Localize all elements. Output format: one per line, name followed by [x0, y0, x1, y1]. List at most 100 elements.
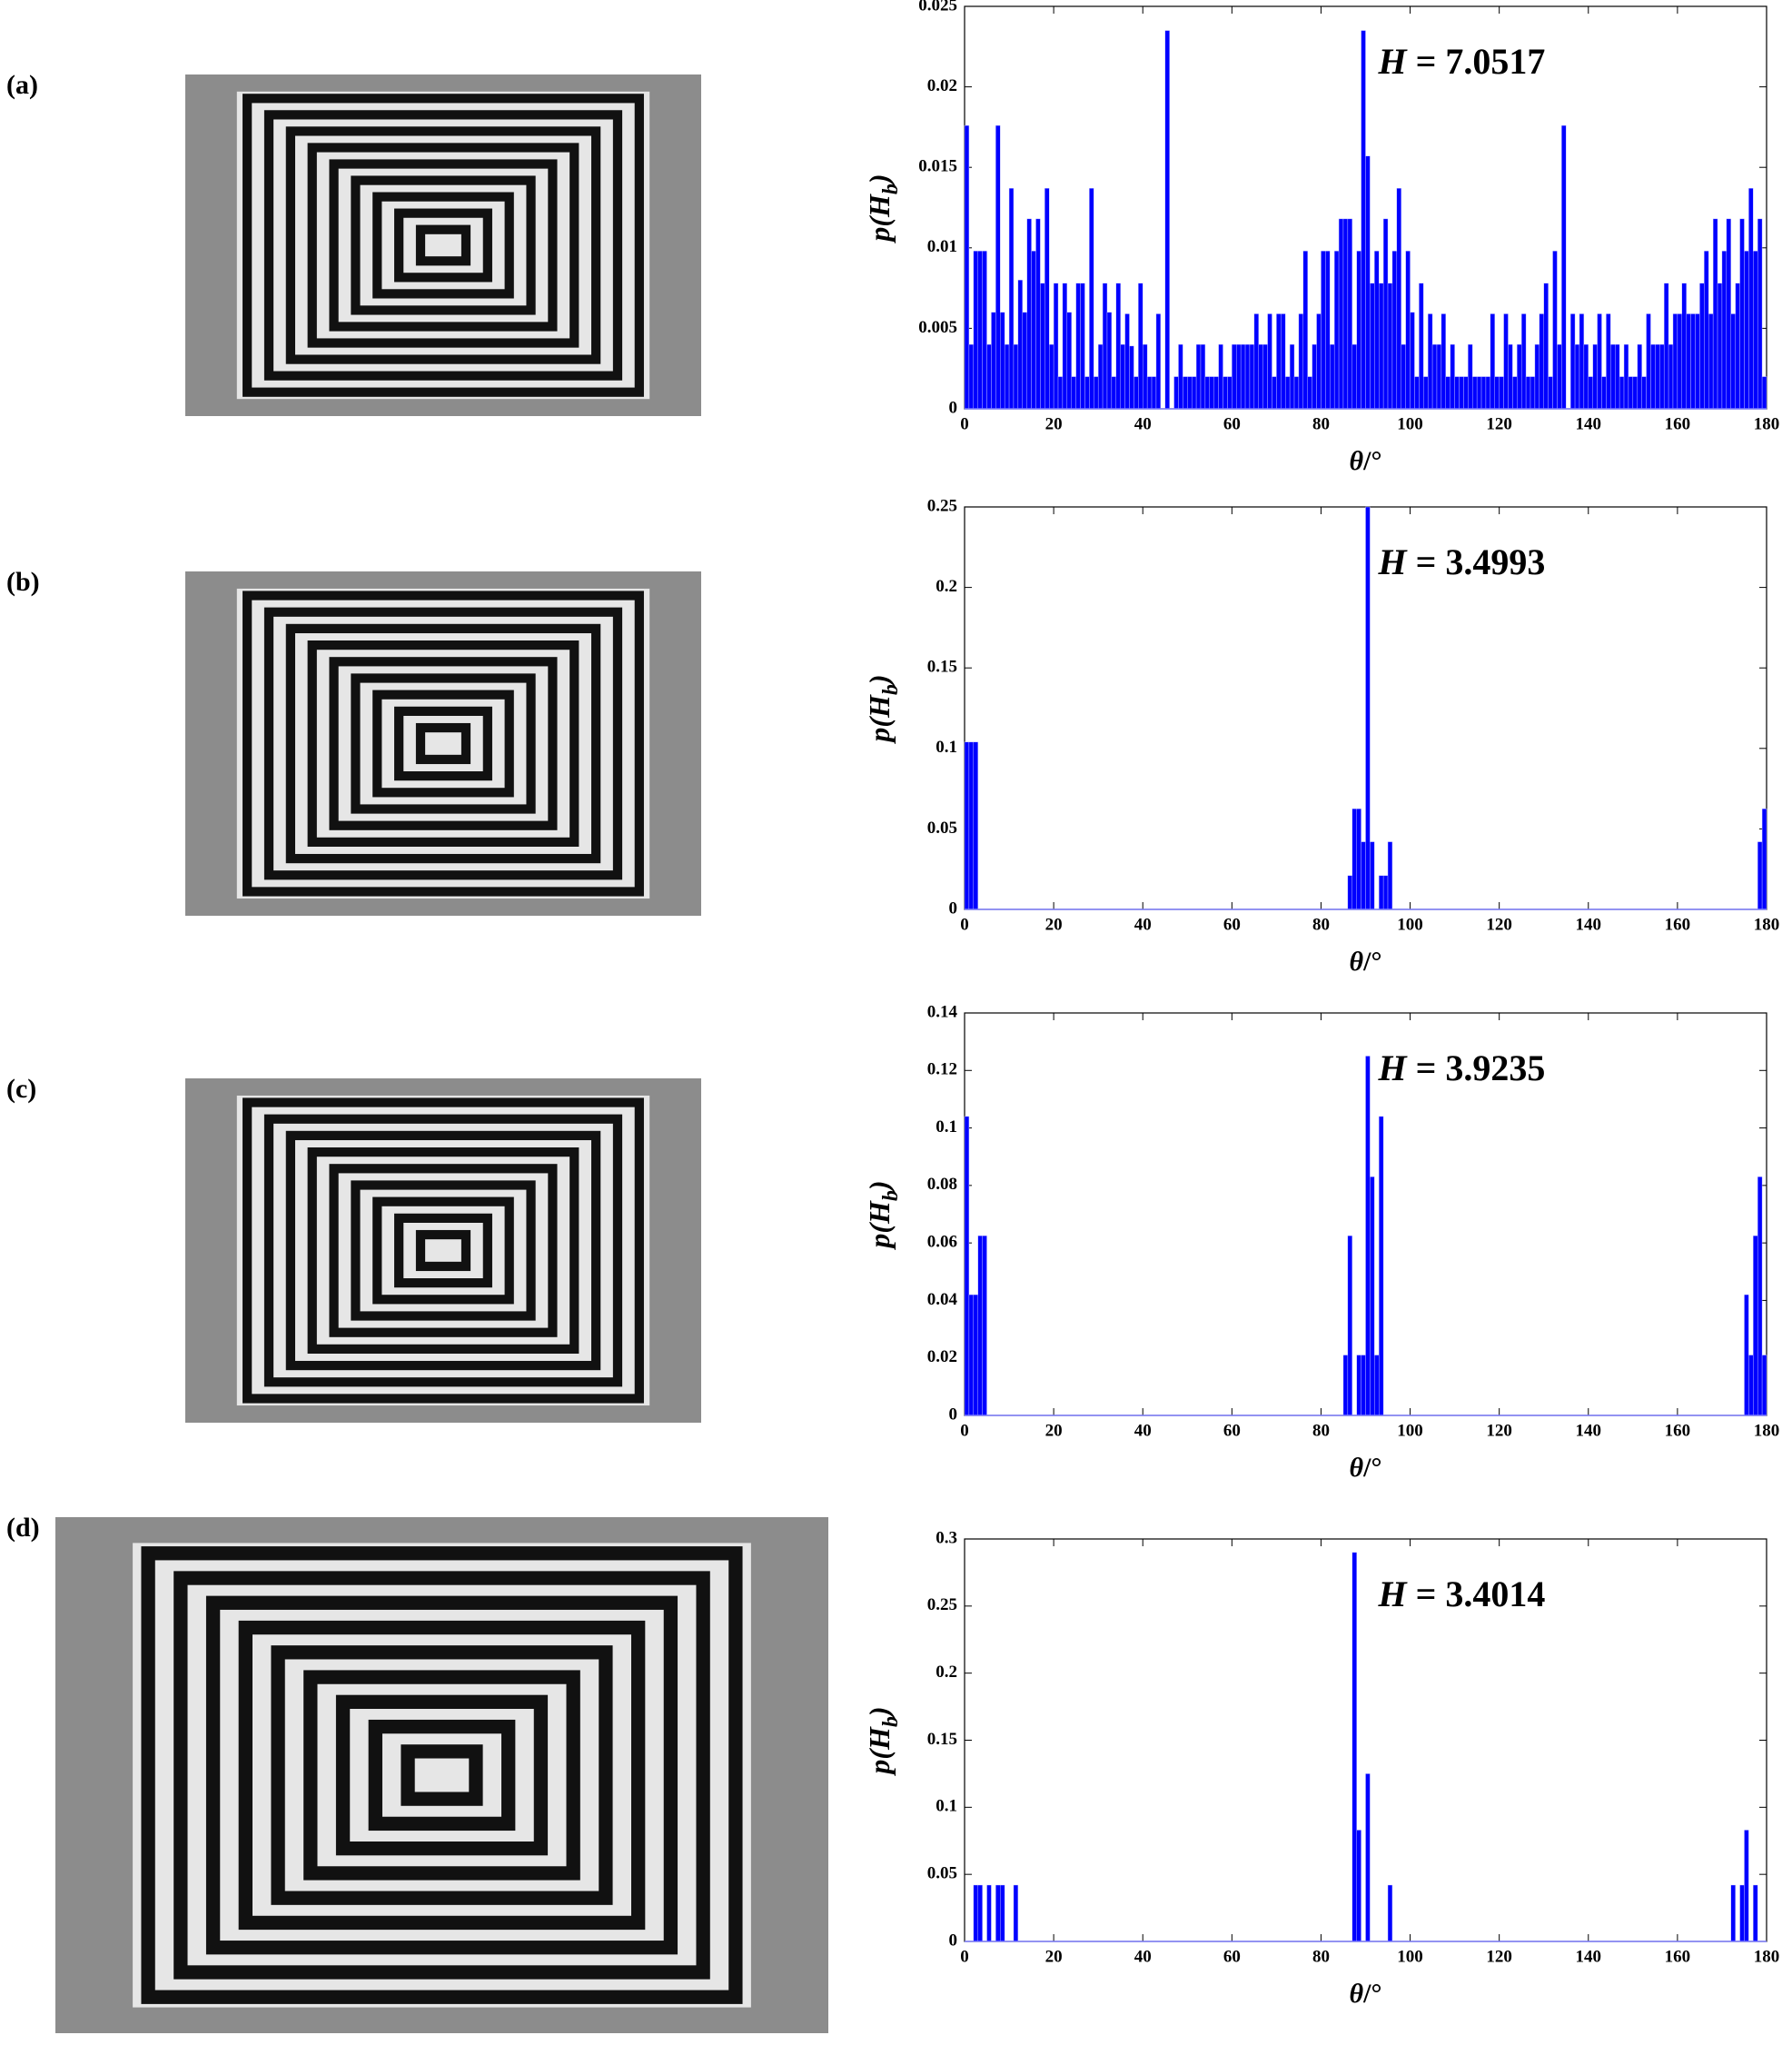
y-tick-label: 0.15	[927, 658, 957, 677]
y-tick-label: 0.04	[927, 1290, 958, 1309]
bar	[982, 1236, 987, 1416]
bar	[1013, 1884, 1019, 1942]
annotation-symbol: H	[1377, 1047, 1408, 1088]
bar	[1008, 188, 1015, 410]
y-axis-label-end: )	[863, 674, 896, 687]
bar	[1347, 875, 1352, 910]
panel-label: (c)	[6, 1074, 36, 1104]
bar	[1677, 313, 1682, 410]
bar	[1361, 1355, 1366, 1416]
bar	[1316, 313, 1322, 410]
photo-stripe	[271, 1645, 613, 1905]
bar	[1419, 283, 1424, 410]
x-tick-label: 140	[1576, 1421, 1602, 1440]
photo-stripe	[394, 208, 492, 283]
photo-stripe	[307, 640, 579, 848]
bar	[1445, 376, 1450, 410]
bar	[1704, 251, 1709, 410]
bar	[1490, 313, 1495, 410]
bar	[1583, 343, 1589, 410]
x-axis-symbol: θ	[1350, 947, 1364, 977]
bar	[1401, 343, 1406, 410]
bar	[1508, 343, 1513, 410]
panel-label: (d)	[6, 1513, 40, 1543]
bar	[1436, 343, 1442, 410]
bar	[1080, 283, 1085, 410]
y-tick-label: 0.3	[936, 1528, 957, 1547]
x-tick-label: 0	[960, 1947, 969, 1966]
bar	[1049, 343, 1054, 410]
bar	[1468, 343, 1473, 410]
bar	[1753, 251, 1758, 410]
photo-stripe	[372, 690, 514, 798]
y-axis-label-end: )	[863, 1706, 896, 1719]
y-tick-label: 0.08	[927, 1175, 957, 1194]
bar	[1040, 283, 1045, 410]
bar	[1289, 343, 1295, 410]
bar	[1552, 251, 1558, 410]
bar	[1382, 218, 1389, 410]
x-tick-label: 60	[1223, 1421, 1241, 1440]
bar	[1628, 376, 1634, 410]
y-tick-label: 0.25	[927, 496, 957, 515]
bar	[1379, 283, 1384, 410]
bar	[1031, 251, 1036, 410]
y-tick-label: 0.05	[927, 1864, 957, 1883]
bar	[1351, 809, 1357, 910]
bar	[1356, 251, 1361, 410]
bar	[1534, 343, 1540, 410]
bar	[1365, 1056, 1371, 1416]
bar	[1463, 376, 1469, 410]
photo-stripe	[263, 1114, 623, 1387]
bar	[1365, 506, 1371, 910]
x-tick-label: 20	[1045, 414, 1063, 433]
panel-label: (a)	[6, 70, 38, 100]
bar	[1356, 1355, 1361, 1416]
x-tick-label: 160	[1665, 915, 1691, 934]
bar	[986, 343, 992, 410]
bar	[1325, 251, 1331, 410]
bar	[1321, 251, 1326, 410]
bar	[1387, 283, 1393, 410]
photo-stripe	[335, 1694, 549, 1856]
bar	[1744, 251, 1749, 410]
bar	[1655, 343, 1660, 410]
bar	[1356, 809, 1361, 910]
bar	[1330, 343, 1335, 410]
bar	[973, 251, 978, 410]
bar	[1187, 376, 1193, 410]
photo-stripe	[238, 1620, 646, 1931]
y-tick-label: 0	[949, 1405, 958, 1424]
y-tick-label: 0	[949, 898, 958, 918]
bar	[1663, 283, 1669, 410]
x-tick-label: 80	[1312, 1947, 1330, 1966]
x-axis-label: θ/°	[1350, 1979, 1382, 2009]
y-tick-label: 0.015	[918, 157, 957, 176]
bar	[1356, 1830, 1361, 1942]
bar	[1414, 376, 1420, 410]
bar	[1134, 376, 1139, 410]
bar	[1370, 841, 1375, 910]
bar	[1342, 1355, 1349, 1416]
bar	[1307, 376, 1312, 410]
bar	[1681, 283, 1687, 410]
bar	[1089, 188, 1094, 410]
bar	[1520, 313, 1527, 410]
bar	[1178, 343, 1183, 410]
x-tick-label: 120	[1486, 915, 1512, 934]
bar	[1249, 343, 1255, 410]
y-tick-label: 0.1	[936, 738, 957, 757]
bar	[977, 1236, 983, 1416]
bar	[964, 741, 970, 910]
bar	[1423, 376, 1429, 410]
x-tick-label: 0	[960, 414, 969, 433]
bar	[1155, 313, 1162, 410]
annotation: H = 3.9235	[1377, 1047, 1545, 1088]
bar	[1601, 376, 1607, 410]
bar	[1431, 343, 1438, 410]
x-tick-label: 100	[1397, 915, 1423, 934]
x-axis-label: θ/°	[1350, 1453, 1382, 1483]
bar	[1548, 376, 1553, 410]
bar	[1258, 343, 1263, 410]
bar	[1735, 283, 1740, 410]
